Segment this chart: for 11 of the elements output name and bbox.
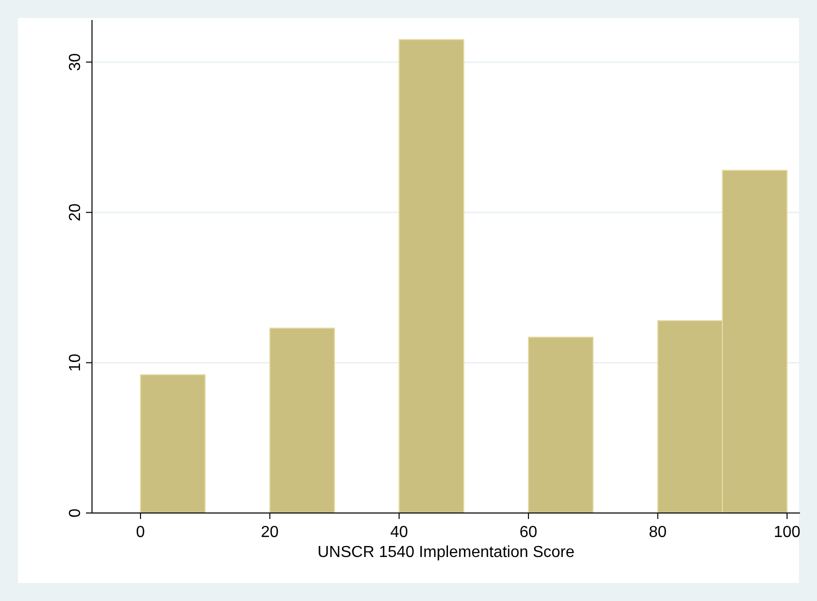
y-tick-label: 10 (67, 354, 84, 372)
y-tick-label: 20 (67, 203, 84, 222)
x-tick-label: 0 (136, 524, 146, 541)
x-tick-label: 80 (648, 524, 667, 541)
y-tick-label: 30 (67, 53, 84, 71)
y-tick-label: 0 (67, 508, 84, 518)
x-axis-title: UNSCR 1540 Implementation Score (317, 544, 575, 561)
x-tick-label: 40 (390, 524, 408, 541)
x-tick-label: 20 (260, 524, 279, 541)
x-tick-label: 60 (520, 524, 538, 541)
x-tick-label: 100 (774, 524, 801, 541)
